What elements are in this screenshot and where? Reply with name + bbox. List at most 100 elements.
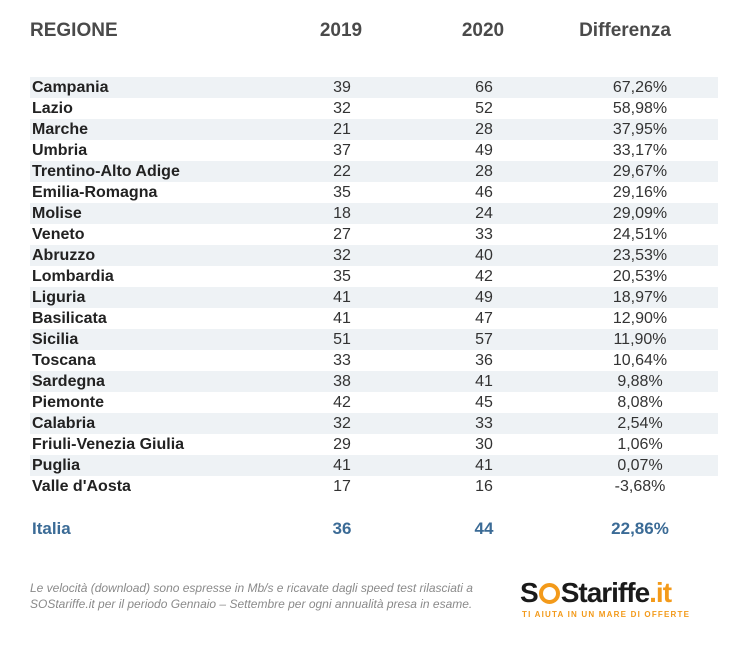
sostariffe-logo: S Stariffe.it TI AIUTA IN UN MARE DI OFFE… <box>520 578 705 624</box>
cell-2020: 42 <box>475 268 493 285</box>
cell-2019: 35 <box>333 184 351 201</box>
cell-region: Valle d'Aosta <box>32 478 131 495</box>
cell-2019: 42 <box>333 394 351 411</box>
cell-region: Lombardia <box>32 268 114 285</box>
cell-difference: 33,17% <box>612 142 668 159</box>
table-row: Sicilia 51 57 11,90% <box>30 329 718 350</box>
cell-2019: 27 <box>333 226 351 243</box>
cell-2020: 46 <box>475 184 493 201</box>
cell-difference: 10,64% <box>612 352 668 369</box>
column-header-2020: 2020 <box>461 20 505 41</box>
cell-2019: 35 <box>333 268 351 285</box>
cell-difference: 0,07% <box>617 457 663 474</box>
cell-difference: 37,95% <box>612 121 668 138</box>
cell-region: Trentino-Alto Adige <box>32 163 180 180</box>
column-header-difference: Differenza <box>579 20 671 41</box>
logo-wordmark: S Stariffe.it <box>520 577 672 608</box>
cell-2019: 21 <box>333 121 351 138</box>
cell-region: Calabria <box>32 415 96 432</box>
cell-difference: 18,97% <box>612 289 668 306</box>
table-row: Lazio 32 52 58,98% <box>30 98 718 119</box>
cell-2020: 45 <box>475 394 493 411</box>
cell-2020: 30 <box>475 436 493 453</box>
table-row: Basilicata 41 47 12,90% <box>30 308 718 329</box>
cell-2019: 39 <box>333 79 351 96</box>
table-row: Puglia 41 41 0,07% <box>30 455 718 476</box>
cell-difference: 23,53% <box>612 247 668 264</box>
cell-2020: 28 <box>475 121 493 138</box>
lifebuoy-icon <box>538 583 560 604</box>
cell-2019: 18 <box>333 205 351 222</box>
cell-2020: 40 <box>475 247 493 264</box>
cell-difference: 29,67% <box>612 163 668 180</box>
cell-2019: 32 <box>333 247 351 264</box>
footnote: Le velocità (download) sono espresse in … <box>30 580 505 612</box>
table-row: Friuli-Venezia Giulia 29 30 1,06% <box>30 434 718 455</box>
table-row: Piemonte 42 45 8,08% <box>30 392 718 413</box>
cell-2020: 41 <box>475 457 493 474</box>
cell-difference: 24,51% <box>612 226 668 243</box>
total-2019: 36 <box>332 519 352 538</box>
cell-difference: 11,90% <box>613 331 667 348</box>
cell-region: Toscana <box>32 352 96 369</box>
cell-2020: 16 <box>475 478 493 495</box>
cell-2020: 49 <box>475 142 493 159</box>
table-row: Lombardia 35 42 20,53% <box>30 266 718 287</box>
cell-difference: 2,54% <box>617 415 663 432</box>
table-row: Emilia-Romagna 35 46 29,16% <box>30 182 718 203</box>
table-row: Campania 39 66 67,26% <box>30 77 718 98</box>
logo-tagline: TI AIUTA IN UN MARE DI OFFERTE <box>522 610 691 619</box>
cell-2019: 29 <box>333 436 351 453</box>
cell-2020: 41 <box>475 373 493 390</box>
cell-difference: 29,09% <box>612 205 668 222</box>
cell-2020: 47 <box>475 310 493 327</box>
footnote-line-1: Le velocità (download) sono espresse in … <box>30 581 473 595</box>
cell-2020: 33 <box>475 226 493 243</box>
cell-region: Umbria <box>32 142 88 159</box>
column-header-2019: 2019 <box>319 20 363 41</box>
cell-difference: 12,90% <box>612 310 668 327</box>
cell-difference: 9,88% <box>617 373 663 390</box>
cell-region: Emilia-Romagna <box>32 184 158 201</box>
cell-region: Molise <box>32 205 82 222</box>
cell-2019: 22 <box>333 163 351 180</box>
column-header-region: REGIONE <box>30 20 118 41</box>
cell-region: Sicilia <box>32 331 79 348</box>
region-table: Campania 39 66 67,26% Lazio 32 52 58,98% Marche 2… <box>30 77 718 497</box>
cell-region: Piemonte <box>32 394 105 411</box>
cell-difference: 29,16% <box>612 184 668 201</box>
cell-2019: 41 <box>333 310 351 327</box>
cell-difference: -3,68% <box>614 478 666 495</box>
cell-2019: 37 <box>333 142 351 159</box>
total-region: Italia <box>32 519 71 538</box>
cell-2020: 52 <box>475 100 493 117</box>
table-row: Umbria 37 49 33,17% <box>30 140 718 161</box>
cell-2019: 32 <box>333 100 351 117</box>
cell-region: Marche <box>32 121 89 138</box>
cell-2019: 33 <box>333 352 351 369</box>
cell-2019: 41 <box>333 457 351 474</box>
cell-2019: 32 <box>333 415 351 432</box>
cell-region: Liguria <box>32 289 86 306</box>
table-row: Liguria 41 49 18,97% <box>30 287 718 308</box>
cell-region: Basilicata <box>32 310 107 327</box>
footnote-line-2: SOStariffe.it per il periodo Gennaio – S… <box>30 597 473 611</box>
cell-region: Veneto <box>32 226 85 243</box>
cell-difference: 58,98% <box>612 100 668 117</box>
table-row: Marche 21 28 37,95% <box>30 119 718 140</box>
cell-difference: 67,26% <box>612 79 668 96</box>
cell-2019: 51 <box>333 331 351 348</box>
cell-region: Lazio <box>32 100 73 117</box>
table-row: Molise 18 24 29,09% <box>30 203 718 224</box>
cell-2020: 66 <box>475 79 493 96</box>
cell-difference: 1,06% <box>617 436 663 453</box>
cell-region: Abruzzo <box>32 247 96 264</box>
cell-2019: 41 <box>333 289 351 306</box>
table-row: Sardegna 38 41 9,88% <box>30 371 718 392</box>
cell-region: Campania <box>32 79 109 96</box>
cell-difference: 20,53% <box>612 268 668 285</box>
total-difference: 22,86% <box>611 519 669 538</box>
cell-2020: 57 <box>475 331 493 348</box>
table-row: Abruzzo 32 40 23,53% <box>30 245 718 266</box>
cell-2019: 17 <box>333 478 351 495</box>
